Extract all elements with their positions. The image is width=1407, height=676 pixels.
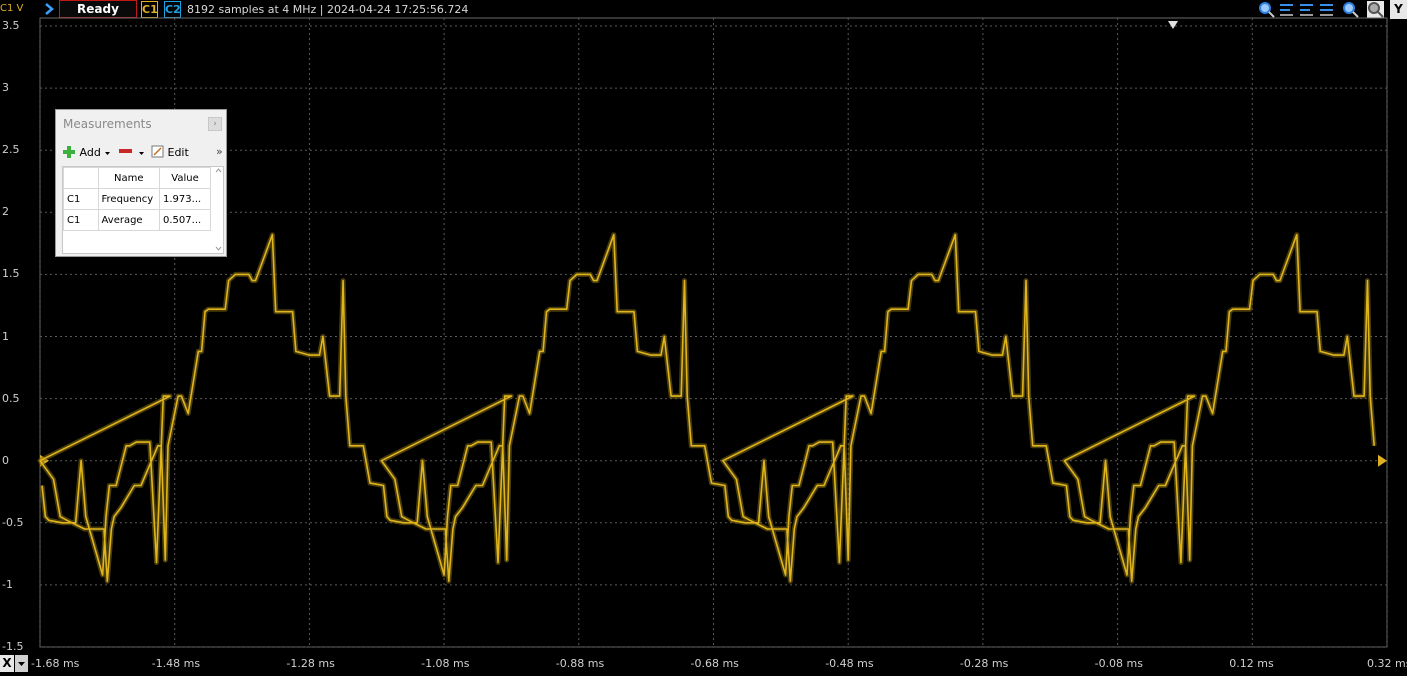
plot-border <box>39 17 1388 648</box>
top-toolbar: C1 V Ready C1 C2 8192 samples at 4 MHz |… <box>0 0 1407 20</box>
chevron-down-icon <box>138 152 144 155</box>
collapse-button[interactable]: › <box>208 117 222 131</box>
y-tick-label: -0.5 <box>2 515 24 529</box>
row-value: 0.507... <box>159 209 211 231</box>
edit-icon <box>151 145 164 158</box>
trigger-level-marker <box>1378 454 1387 467</box>
x-tick-label: -0.68 ms <box>690 657 739 670</box>
zoom-fit-icon[interactable] <box>1258 1 1275 18</box>
zoom-vertical-icon[interactable] <box>1298 1 1315 18</box>
x-tick-label: -1.68 ms <box>31 657 80 670</box>
y-tick-label: -1 <box>2 577 13 591</box>
zoom-in-icon[interactable] <box>1342 1 1359 18</box>
add-label: Add <box>79 146 101 159</box>
measurements-table: Name Value C1 Frequency 1.973... C1 Aver… <box>63 167 211 231</box>
scrollbar[interactable] <box>214 167 223 253</box>
x-axis-dropdown[interactable] <box>15 655 28 672</box>
edit-label: Edit <box>167 146 189 159</box>
measurements-toolbar: Add Edit » <box>56 142 226 164</box>
zoom-horizontal-icon[interactable] <box>1278 1 1295 18</box>
run-icon[interactable] <box>44 2 54 16</box>
y-tick-label: 3 <box>2 81 9 95</box>
cursor-icon[interactable] <box>1367 1 1384 18</box>
zoom-both-icon[interactable] <box>1318 1 1335 18</box>
measurements-panel: Measurements › Add Edit » <box>55 109 227 257</box>
remove-icon <box>119 149 132 153</box>
trigger-position-marker <box>1168 21 1178 29</box>
column-header-name[interactable]: Name <box>97 167 161 189</box>
table-header-row: Name Value <box>63 167 211 189</box>
c1-trace <box>39 233 1375 583</box>
x-tick-label: -1.48 ms <box>151 657 201 670</box>
y-tick-label: 2 <box>2 205 9 219</box>
row-name: Frequency <box>97 188 161 210</box>
remove-measurement-button[interactable] <box>118 145 145 159</box>
row-name: Average <box>97 209 161 231</box>
x-tick-label: -0.28 ms <box>959 657 1009 670</box>
edit-measurement-button[interactable]: Edit <box>151 145 189 159</box>
chevron-down-icon <box>105 152 111 155</box>
table-row[interactable]: C1 Average 0.507... <box>63 209 211 231</box>
y-tick-label: 0.5 <box>2 391 20 405</box>
x-tick-label: 0.32 ms <box>1367 657 1407 670</box>
x-tick-label: -1.28 ms <box>286 657 335 670</box>
x-tick-label: -0.08 ms <box>1094 657 1143 670</box>
y-axis-button[interactable]: Y <box>1390 0 1407 19</box>
y-tick-label: 0 <box>2 453 9 467</box>
c1-trace-shadow <box>37 232 1377 584</box>
more-button[interactable]: » <box>216 145 223 158</box>
plus-icon <box>63 146 75 158</box>
x-tick-label: -0.48 ms <box>825 657 874 670</box>
y-tick-label: 2.5 <box>2 143 20 157</box>
x-axis-button[interactable]: X <box>0 655 14 672</box>
x-tick-label: -1.08 ms <box>421 657 470 670</box>
row-channel: C1 <box>63 188 99 210</box>
y-tick-label: 1 <box>2 329 9 343</box>
x-tick-label: 0.12 ms <box>1229 657 1274 670</box>
y-tick-label: 3.5 <box>2 19 20 32</box>
chevron-down-icon <box>18 662 25 666</box>
y-tick-label: -1.5 <box>2 640 24 653</box>
row-channel: C1 <box>63 209 99 231</box>
column-header-channel <box>63 167 99 189</box>
measurements-table-box: Name Value C1 Frequency 1.973... C1 Aver… <box>62 166 224 254</box>
y-tick-label: 1.5 <box>2 267 20 281</box>
acquisition-info: 8192 samples at 4 MHz | 2024-04-24 17:25… <box>187 3 469 16</box>
column-header-value[interactable]: Value <box>159 167 211 189</box>
channel-unit-label: C1 V <box>0 3 24 14</box>
row-value: 1.973... <box>159 188 211 210</box>
x-tick-label: -0.88 ms <box>555 657 605 670</box>
table-row[interactable]: C1 Frequency 1.973... <box>63 188 211 210</box>
add-measurement-button[interactable]: Add <box>62 145 111 159</box>
measurements-title: Measurements <box>63 117 152 131</box>
